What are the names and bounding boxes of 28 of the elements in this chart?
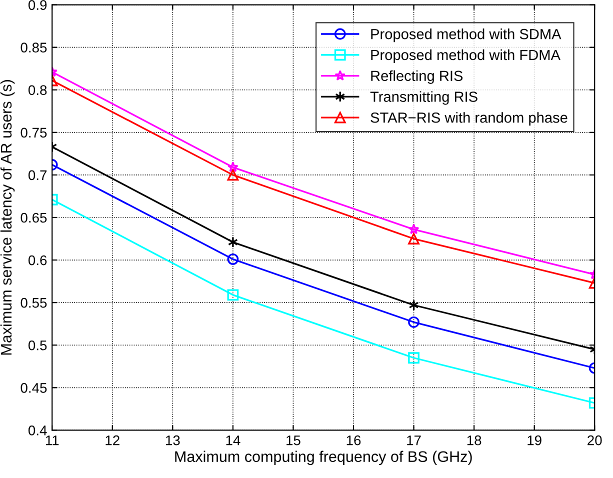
x-tick-label: 12 bbox=[106, 435, 120, 446]
legend-label: Transmitting RIS bbox=[370, 91, 478, 105]
y-tick-label: 0.6 bbox=[28, 255, 47, 266]
legend-label: Proposed method with SDMA bbox=[371, 28, 562, 42]
x-tick-label: 11 bbox=[46, 436, 59, 446]
y-tick-label: 0.9 bbox=[28, 0, 47, 10]
x-tick-label: 16 bbox=[346, 435, 361, 446]
legend-label: Reflecting RIS bbox=[371, 70, 463, 84]
x-axis-title: Maximum computing frequency of BS (GHz) bbox=[175, 450, 472, 466]
y-tick-label: 0.55 bbox=[20, 298, 47, 308]
x-tick-label: 13 bbox=[166, 435, 180, 446]
y-tick-label: 0.4 bbox=[28, 426, 47, 436]
x-tick-label: 19 bbox=[528, 435, 542, 446]
legend-label: STAR−RIS with random phase bbox=[370, 112, 568, 126]
x-tick-label: 17 bbox=[407, 436, 421, 446]
x-tick-label: 18 bbox=[467, 435, 482, 446]
y-tick-label: 0.8 bbox=[28, 85, 47, 96]
y-axis-title: Maximum service latency of AR users (s) bbox=[0, 80, 15, 355]
y-tick-label: 0.7 bbox=[28, 170, 47, 180]
x-tick-label: 20 bbox=[588, 435, 602, 446]
y-tick-label: 0.75 bbox=[20, 128, 47, 138]
x-tick-label: 14 bbox=[226, 436, 240, 446]
y-tick-label: 0.5 bbox=[28, 340, 47, 350]
y-tick-label: 0.45 bbox=[20, 382, 47, 393]
legend-label: Proposed method with FDMA bbox=[371, 49, 560, 64]
x-tick-label: 15 bbox=[286, 436, 300, 446]
y-tick-label: 0.65 bbox=[20, 212, 47, 223]
y-tick-label: 0.85 bbox=[20, 42, 47, 52]
